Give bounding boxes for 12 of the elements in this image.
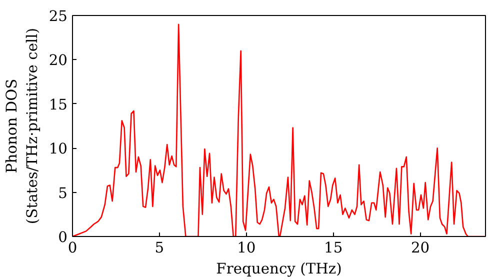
y-tick-label: 20 <box>48 52 68 70</box>
y-tick-label: 15 <box>48 96 68 114</box>
y-tick-label: 25 <box>48 8 68 25</box>
x-tick-label: 15 <box>324 240 343 256</box>
x-tick-label: 5 <box>154 240 164 256</box>
x-tick-label: 20 <box>410 240 430 256</box>
y-axis-title: Phonon DOS (States/THz·primitive cell) <box>3 28 41 224</box>
y-tick-label: 0 <box>58 229 68 246</box>
x-axis-title: Frequency (THz) <box>216 260 342 278</box>
y-tick-label: 5 <box>58 184 68 202</box>
x-tick-label: 10 <box>237 240 256 256</box>
y-tick-label: 10 <box>48 140 68 158</box>
